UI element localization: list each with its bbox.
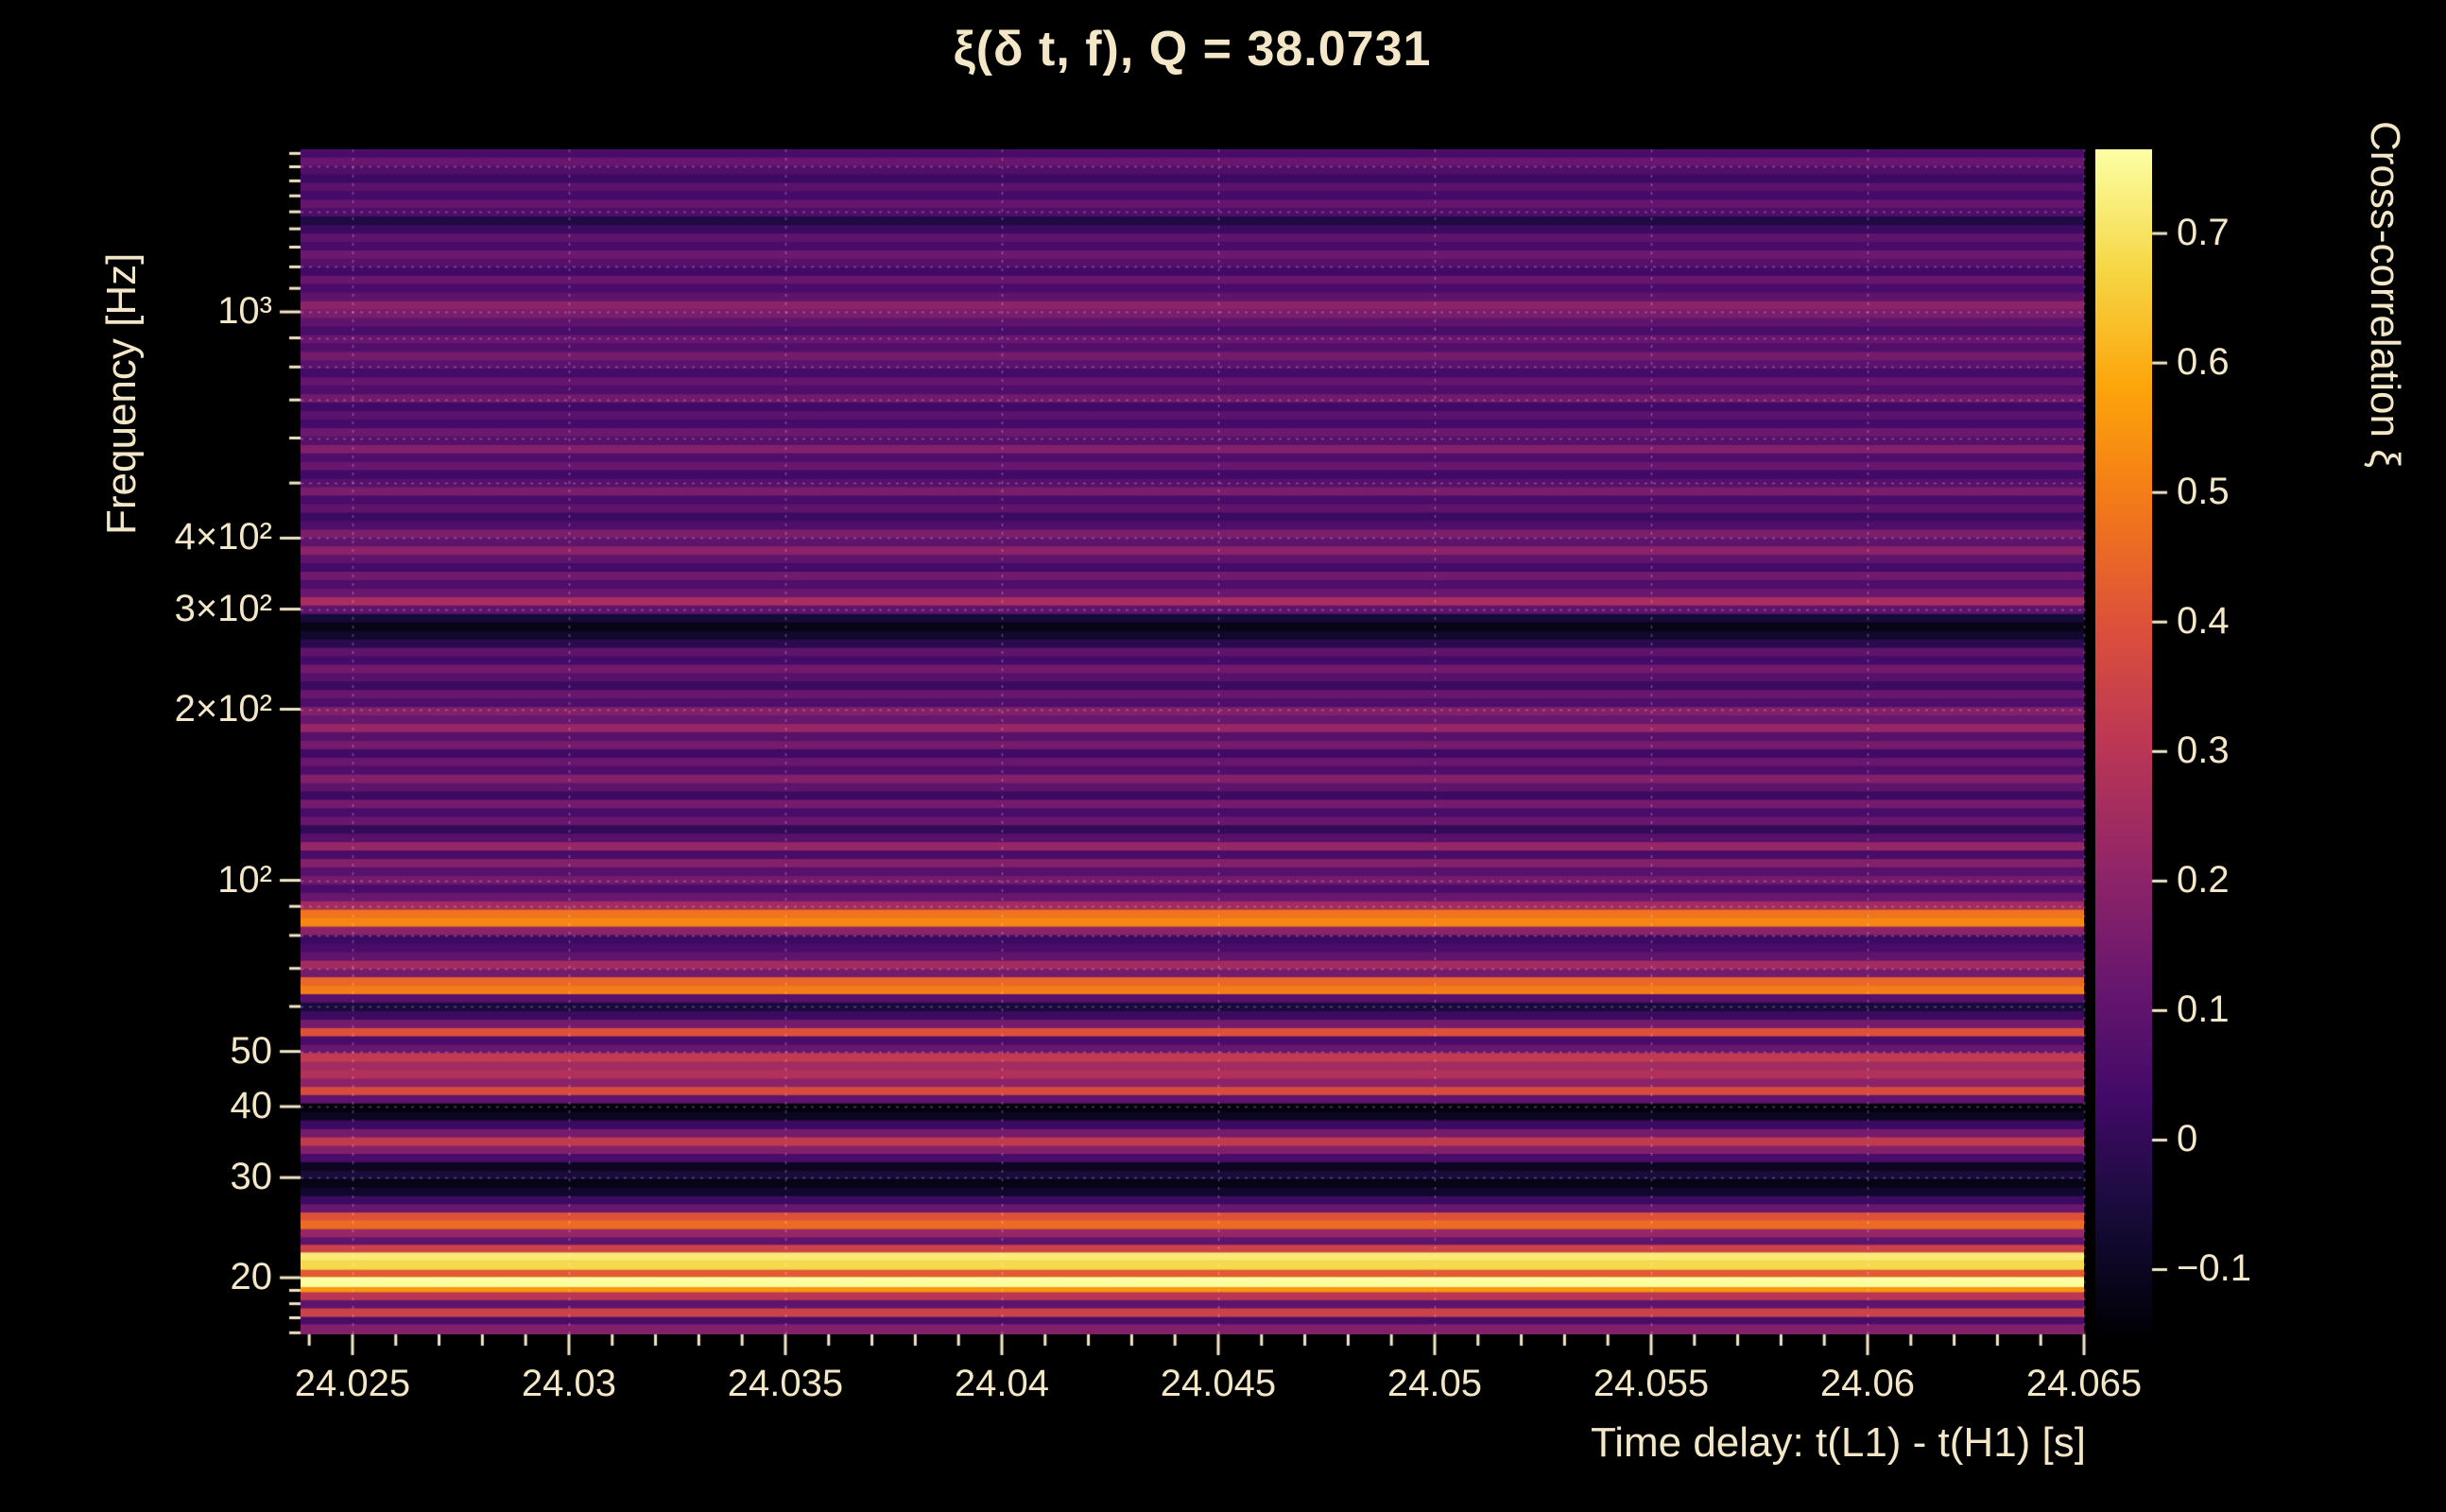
x-tick-label: 24.045	[1160, 1363, 1277, 1404]
y-tick-label: 20	[230, 1256, 273, 1298]
x-tick-label: 24.035	[727, 1363, 844, 1404]
colorbar-tick-label: 0.4	[2177, 600, 2230, 643]
colorbar-axis-title: Cross-correlation ξ	[2362, 121, 2408, 468]
x-tick-label: 24.03	[521, 1363, 617, 1404]
y-tick-label: 2×10²	[174, 687, 272, 730]
colorbar-tick-label: 0.7	[2177, 212, 2230, 254]
colorbar-tick-label: 0.1	[2177, 988, 2230, 1031]
heatmap-canvas	[301, 149, 2084, 1334]
colorbar-canvas	[2095, 149, 2152, 1334]
colorbar-tick-label: 0.2	[2177, 859, 2230, 902]
y-tick-label: 40	[230, 1084, 273, 1126]
y-tick-label: 10³	[217, 290, 272, 333]
x-tick-label: 24.025	[294, 1363, 411, 1404]
y-tick-label: 30	[230, 1156, 273, 1198]
colorbar-tick-label: 0	[2177, 1118, 2198, 1160]
x-tick-label: 24.055	[1593, 1363, 1710, 1404]
x-axis-title: Time delay: t(L1) - t(H1) [s]	[1590, 1419, 2086, 1466]
x-tick-label: 24.06	[1819, 1363, 1916, 1404]
x-tick-label: 24.065	[2025, 1363, 2143, 1404]
y-tick-label: 10²	[217, 858, 272, 901]
colorbar-tick-label: −0.1	[2177, 1247, 2251, 1290]
y-tick-label: 4×10²	[174, 516, 272, 558]
x-tick-label: 24.04	[954, 1363, 1050, 1404]
y-axis-title: Frequency [Hz]	[98, 252, 145, 535]
colorbar-tick-label: 0.3	[2177, 730, 2230, 772]
y-tick-label: 3×10²	[174, 587, 272, 629]
colorbar-tick-label: 0.5	[2177, 471, 2230, 513]
colorbar-tick-label: 0.6	[2177, 341, 2230, 384]
chart-title: ξ(δ t, f), Q = 38.0731	[953, 22, 1432, 77]
y-tick-label: 50	[230, 1029, 273, 1072]
x-tick-label: 24.05	[1387, 1363, 1483, 1404]
